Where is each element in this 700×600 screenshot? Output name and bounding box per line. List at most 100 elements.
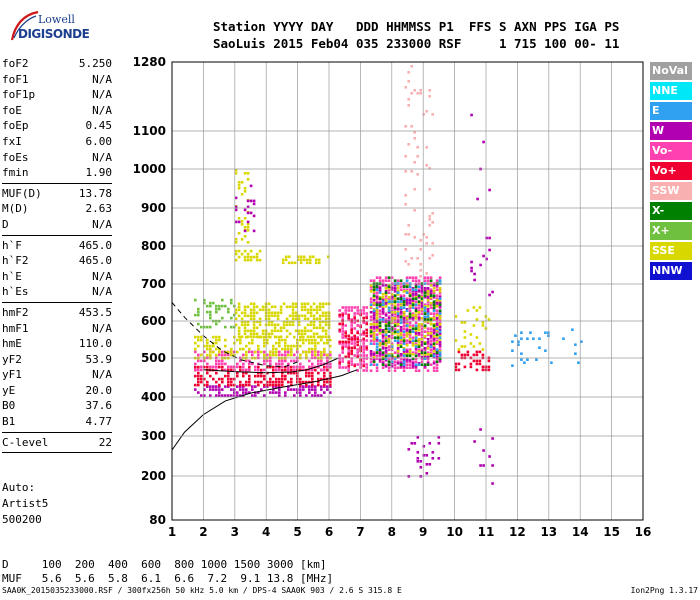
echo-point (246, 178, 250, 181)
param-value: 465.0 (78, 238, 112, 252)
echo-point (299, 383, 302, 387)
echo-point (288, 305, 292, 309)
echo-point (372, 299, 376, 302)
echo-point (414, 315, 418, 318)
echo-point (203, 377, 206, 381)
echo-point (419, 92, 422, 95)
echo-point (438, 341, 442, 344)
echo-point (263, 344, 266, 348)
echo-point (402, 306, 406, 309)
echo-point (243, 314, 247, 318)
echo-point (405, 327, 409, 330)
echo-point (212, 388, 215, 391)
x-tick-label: 8 (388, 525, 396, 539)
echo-point (326, 368, 329, 372)
echo-point (438, 330, 442, 333)
echo-point (396, 314, 400, 317)
echo-point (438, 288, 442, 291)
echo-point (294, 305, 298, 309)
echo-point (375, 350, 379, 353)
echo-point (317, 353, 320, 357)
muf-values: 5.6 5.6 5.8 6.1 6.6 7.2 9.1 13.8 [MHz] (41, 572, 334, 585)
echo-point (326, 362, 329, 366)
echo-point (438, 279, 442, 282)
param-name: foF1 (2, 72, 29, 86)
echo-point (314, 388, 317, 391)
echo-point (234, 238, 238, 241)
echo-point (405, 335, 409, 338)
echo-point (323, 391, 326, 394)
echo-point (227, 350, 230, 354)
echo-point (426, 369, 430, 372)
echo-point (194, 298, 197, 302)
echo-point (411, 294, 415, 297)
echo-point (243, 249, 247, 253)
echo-point (329, 371, 332, 375)
echo-point (221, 365, 224, 369)
echo-point (417, 317, 421, 320)
echo-point (420, 357, 424, 360)
echo-point (291, 320, 295, 324)
echo-point (369, 335, 373, 338)
echo-point (428, 257, 431, 260)
echo-point (215, 347, 218, 351)
param-row: hmE 110.0 (2, 336, 112, 352)
echo-point (396, 362, 400, 365)
echo-point (267, 323, 271, 327)
echo-point (420, 344, 424, 347)
echo-point (320, 359, 323, 363)
echo-point (413, 188, 416, 191)
echo-point (260, 374, 263, 378)
echo-point (365, 346, 368, 350)
echo-point (245, 350, 248, 354)
echo-point (399, 345, 403, 348)
echo-point (426, 338, 430, 341)
echo-point (399, 305, 403, 308)
echo-point (408, 306, 412, 309)
logo-digisonde: DIGISONDE (18, 27, 90, 41)
echo-point (408, 366, 412, 369)
echo-point (435, 369, 439, 372)
echo-point (246, 320, 250, 324)
echo-point (369, 360, 373, 363)
echo-point (417, 348, 421, 351)
echo-point (463, 330, 467, 333)
echo-point (324, 302, 328, 306)
echo-point (275, 368, 278, 372)
echo-point (387, 357, 391, 360)
echo-point (426, 303, 430, 306)
echo-point (200, 338, 203, 342)
echo-point (414, 287, 418, 290)
echo-point (255, 252, 259, 256)
echo-point (387, 338, 391, 341)
echo-point (302, 365, 305, 369)
echo-point (243, 329, 247, 333)
echo-point (577, 361, 580, 364)
echo-point (248, 341, 251, 345)
echo-point (404, 248, 407, 251)
echo-point (408, 297, 412, 300)
param-name: h`F (2, 238, 22, 252)
echo-point (263, 368, 266, 372)
echo-point (429, 335, 433, 338)
echo-point (305, 374, 308, 378)
echo-point (341, 318, 344, 321)
echo-point (362, 333, 365, 336)
echo-point (438, 360, 442, 363)
echo-point (393, 366, 397, 369)
echo-point (308, 261, 312, 265)
echo-point (314, 258, 318, 262)
echo-point (387, 297, 391, 300)
echo-point (408, 284, 412, 287)
echo-point (347, 355, 350, 359)
echo-point (411, 288, 415, 291)
echo-point (488, 248, 491, 252)
echo-point (396, 330, 400, 333)
echo-point (314, 347, 317, 351)
echo-point (491, 464, 494, 467)
echo-point (372, 323, 376, 326)
echo-point (414, 357, 418, 360)
echo-point (251, 388, 254, 391)
echo-point (206, 362, 209, 366)
echo-point (318, 320, 322, 324)
